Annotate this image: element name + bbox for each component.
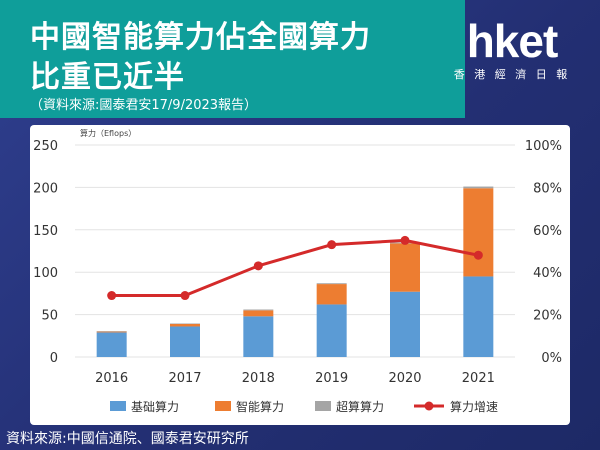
x-tick-label: 2019 xyxy=(315,371,348,386)
y-tick-label: 150 xyxy=(33,224,58,239)
bar-basic xyxy=(463,276,494,357)
bar-intelligent xyxy=(390,243,420,292)
legend-label: 超算算力 xyxy=(336,399,384,414)
chart-card: 0 50 100 150 200 250 0% 20% 40% 60% 80% 100% 算力（Eflo… xyxy=(30,125,570,425)
y2-tick-label: 0% xyxy=(541,351,562,366)
legend-swatch xyxy=(215,401,231,411)
page-title-line1: 中國智能算力佔全國算力 xyxy=(30,20,371,55)
legend-label: 基础算力 xyxy=(131,399,179,414)
bar-intelligent xyxy=(463,188,494,277)
y2-tick-label: 60% xyxy=(533,224,562,239)
growth-line xyxy=(111,238,479,298)
page-subtitle: （資料來源:國泰君安17/9/2023報告） xyxy=(30,98,258,113)
growth-point xyxy=(180,291,190,301)
y-tick-label: 50 xyxy=(41,309,58,324)
legend-label: 智能算力 xyxy=(236,399,284,414)
source-note: 資料來源:中國信通院、國泰君安研究所 xyxy=(6,431,249,447)
y2-tick-label: 20% xyxy=(533,309,562,324)
bar-super xyxy=(463,186,494,189)
y2-tick-label: 100% xyxy=(525,139,562,154)
bar-intelligent xyxy=(96,331,127,333)
growth-point xyxy=(327,240,337,250)
legend-swatch-marker xyxy=(424,401,434,411)
y-tick-label: 200 xyxy=(33,181,58,196)
growth-point xyxy=(107,291,117,301)
bar-super xyxy=(243,309,274,311)
bar-intelligent xyxy=(170,323,200,327)
chart: 0 50 100 150 200 250 0% 20% 40% 60% 80% 100% 算力（Eflo… xyxy=(33,128,562,414)
y-tick-label: 100 xyxy=(33,266,58,281)
bar-basic xyxy=(316,304,347,357)
y2-tick-label: 40% xyxy=(533,266,562,281)
bar-intelligent xyxy=(316,284,347,305)
title-banner: 中國智能算力佔全國算力 比重已近半 （資料來源:國泰君安17/9/2023報告） xyxy=(0,0,465,118)
bar-super xyxy=(170,323,200,325)
hket-logo: hket 香 港 經 濟 日 報 xyxy=(452,18,572,82)
legend-swatch xyxy=(315,401,331,411)
y-axis-unit-label: 算力（Eflops） xyxy=(80,128,136,138)
x-tick-label: 2018 xyxy=(242,371,275,386)
y-tick-label: 0 xyxy=(50,351,58,366)
x-tick-label: 2020 xyxy=(388,371,421,386)
y2-tick-label: 80% xyxy=(533,181,562,196)
bar-basic xyxy=(390,291,420,357)
page-title-line2: 比重已近半 xyxy=(30,60,185,95)
legend-swatch xyxy=(110,401,126,411)
bar-intelligent xyxy=(243,310,274,317)
legend-label: 算力增速 xyxy=(450,399,498,414)
bar-super xyxy=(316,283,347,285)
bar-basic xyxy=(170,326,200,357)
growth-point xyxy=(473,250,483,260)
x-tick-label: 2021 xyxy=(462,371,495,386)
bar-basic xyxy=(243,316,274,357)
x-tick-label: 2016 xyxy=(95,371,128,386)
growth-point xyxy=(253,261,263,271)
y-tick-label: 250 xyxy=(33,139,58,154)
bar-super xyxy=(96,331,127,332)
logo-wordmark: hket xyxy=(466,15,559,67)
logo-tagline: 香 港 經 濟 日 報 xyxy=(453,68,571,81)
x-tick-label: 2017 xyxy=(168,371,201,386)
bar-basic xyxy=(96,332,127,357)
growth-point xyxy=(400,235,410,245)
